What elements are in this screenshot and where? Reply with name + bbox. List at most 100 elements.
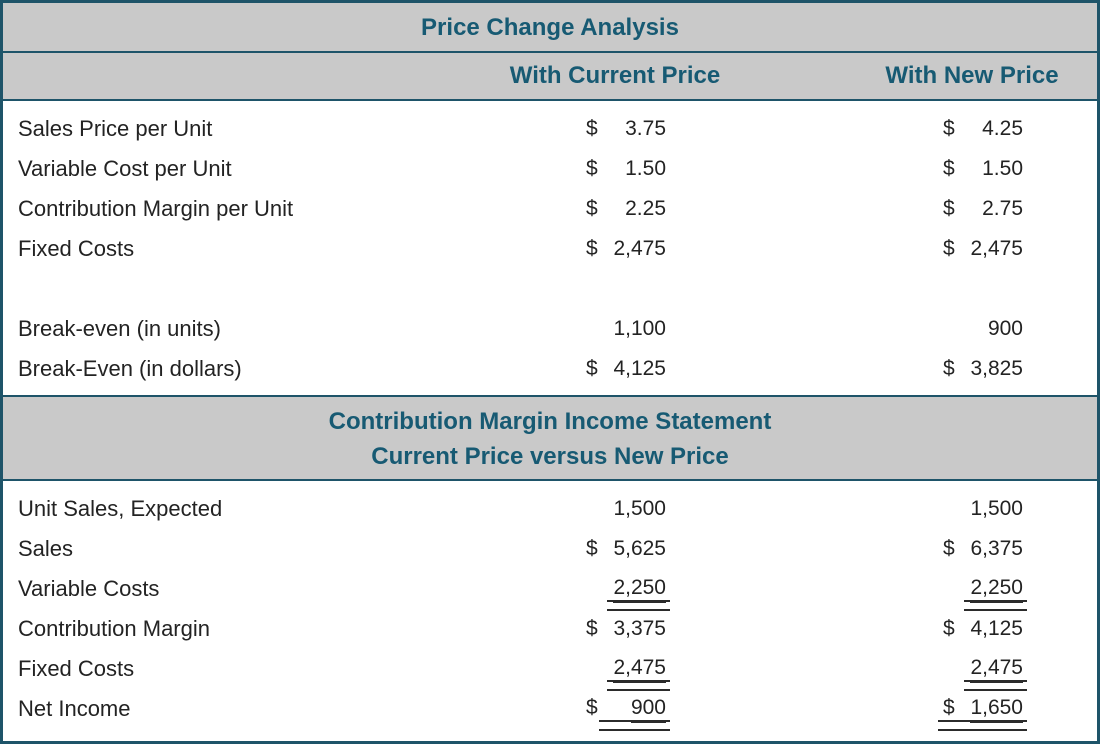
new-price-value: $4.25 [943, 117, 1023, 141]
income-statement-banner: Contribution Margin Income Statement Cur… [3, 395, 1097, 481]
new-price-value: 1,500 [943, 497, 1023, 521]
amount: 1.50 [982, 157, 1023, 180]
row-label: Fixed Costs [18, 236, 135, 261]
amount: 1,500 [613, 497, 666, 520]
amount: 2.25 [625, 197, 666, 220]
figure-title: Price Change Analysis [421, 14, 679, 41]
amount: 4,125 [970, 617, 1023, 640]
row-label: Sales [18, 536, 74, 561]
currency-symbol: $ [943, 695, 955, 719]
currency-symbol: $ [943, 357, 955, 380]
amount: 2.75 [982, 197, 1023, 220]
currency-symbol: $ [943, 157, 955, 180]
amount: 2,475 [970, 237, 1023, 260]
current-price-value: 2,475 [586, 656, 670, 691]
amount: 1,500 [970, 497, 1023, 520]
new-price-value: $3,825 [943, 357, 1023, 381]
title-banner: Price Change Analysis [3, 3, 1097, 53]
new-price-value: $1.50 [943, 157, 1023, 181]
row-label: Break-even (in units) [18, 316, 221, 341]
amount: 2,475 [613, 237, 666, 260]
table-row-variable-costs: Variable Costs 2,250 2,250 [3, 569, 1097, 611]
current-price-value: $4,125 [586, 357, 666, 381]
new-price-value: $6,375 [943, 537, 1023, 561]
table-row-contribution-margin: Contribution Margin $3,375 $4,125 [3, 609, 1097, 649]
new-price-value: 2,475 [943, 656, 1027, 691]
amount: 2,475 [964, 656, 1027, 691]
row-label: Sales Price per Unit [18, 116, 213, 141]
currency-symbol: $ [586, 357, 598, 380]
table-row-break-even-dollars: Break-Even (in dollars) $4,125 $3,825 [3, 349, 1097, 389]
new-price-value: $2,475 [943, 237, 1023, 261]
table-row-net-income: Net Income $900 $1,650 [3, 689, 1097, 731]
current-price-value: 1,500 [586, 497, 666, 521]
new-price-value: $1,650 [938, 695, 1027, 731]
currency-symbol: $ [943, 237, 955, 260]
amount: 2,250 [964, 576, 1027, 611]
current-price-value: $900 [586, 695, 671, 731]
current-price-value: $2.25 [586, 197, 666, 221]
amount: 6,375 [970, 537, 1023, 560]
current-price-value: $2,475 [586, 237, 666, 261]
amount: 2,475 [607, 656, 670, 691]
currency-symbol: $ [586, 117, 598, 140]
current-price-value: $1.50 [586, 157, 666, 181]
amount: 4.25 [982, 117, 1023, 140]
column-header-current-price: With Current Price [509, 62, 721, 89]
amount: 1,100 [613, 317, 666, 340]
new-price-value: 2,250 [943, 576, 1027, 611]
table-row-fixed-costs: Fixed Costs $2,475 $2,475 [3, 229, 1097, 269]
amount: 900 [598, 696, 671, 731]
amount: 3.75 [625, 117, 666, 140]
table-row-variable-cost-per-unit: Variable Cost per Unit $1.50 $1.50 [3, 149, 1097, 189]
spacer-row [3, 269, 1097, 309]
table-row-sales: Sales $5,625 $6,375 [3, 529, 1097, 569]
row-label: Contribution Margin per Unit [18, 196, 294, 221]
table-row-contribution-margin-per-unit: Contribution Margin per Unit $2.25 $2.75 [3, 189, 1097, 229]
amount: 2,250 [607, 576, 670, 611]
currency-symbol: $ [943, 117, 955, 140]
current-price-value: 2,250 [586, 576, 670, 611]
row-label: Break-Even (in dollars) [18, 356, 242, 381]
row-label: Fixed Costs [18, 656, 135, 681]
new-price-value: $2.75 [943, 197, 1023, 221]
amount: 4,125 [613, 357, 666, 380]
table-row-sales-price-per-unit: Sales Price per Unit $3.75 $4.25 [3, 109, 1097, 149]
income-statement-table: Unit Sales, Expected 1,500 1,500 Sales $… [3, 481, 1097, 741]
column-header-row: With Current Price With New Price [3, 53, 1097, 101]
row-label: Contribution Margin [18, 616, 210, 641]
currency-symbol: $ [943, 197, 955, 220]
amount: 900 [987, 317, 1023, 340]
currency-symbol: $ [586, 695, 598, 719]
price-analysis-table: Sales Price per Unit $3.75 $4.25 Variabl… [3, 101, 1097, 395]
row-label: Unit Sales, Expected [18, 496, 223, 521]
column-header-new-price: With New Price [885, 62, 1059, 89]
amount: 1,650 [938, 696, 1027, 731]
row-label: Variable Costs [18, 576, 160, 601]
income-statement-title-line2: Current Price versus New Price [371, 443, 729, 470]
row-label: Variable Cost per Unit [18, 156, 232, 181]
income-statement-title-line1: Contribution Margin Income Statement [328, 408, 772, 435]
currency-symbol: $ [943, 537, 955, 560]
new-price-value: 900 [943, 317, 1023, 341]
table-row-unit-sales-expected: Unit Sales, Expected 1,500 1,500 [3, 489, 1097, 529]
amount: 3,375 [613, 617, 666, 640]
currency-symbol: $ [586, 197, 598, 220]
amount: 3,825 [970, 357, 1023, 380]
currency-symbol: $ [586, 537, 598, 560]
currency-symbol: $ [586, 237, 598, 260]
current-price-value: $3.75 [586, 117, 666, 141]
currency-symbol: $ [586, 617, 598, 640]
current-price-value: $5,625 [586, 537, 666, 561]
table-row-fixed-costs-statement: Fixed Costs 2,475 2,475 [3, 649, 1097, 691]
current-price-value: $3,375 [586, 617, 666, 641]
amount: 1.50 [625, 157, 666, 180]
amount: 5,625 [613, 537, 666, 560]
row-label: Net Income [18, 696, 131, 721]
currency-symbol: $ [586, 157, 598, 180]
currency-symbol: $ [943, 617, 955, 640]
table-row-break-even-units: Break-even (in units) 1,100 900 [3, 309, 1097, 349]
new-price-value: $4,125 [943, 617, 1023, 641]
current-price-value: 1,100 [586, 317, 666, 341]
